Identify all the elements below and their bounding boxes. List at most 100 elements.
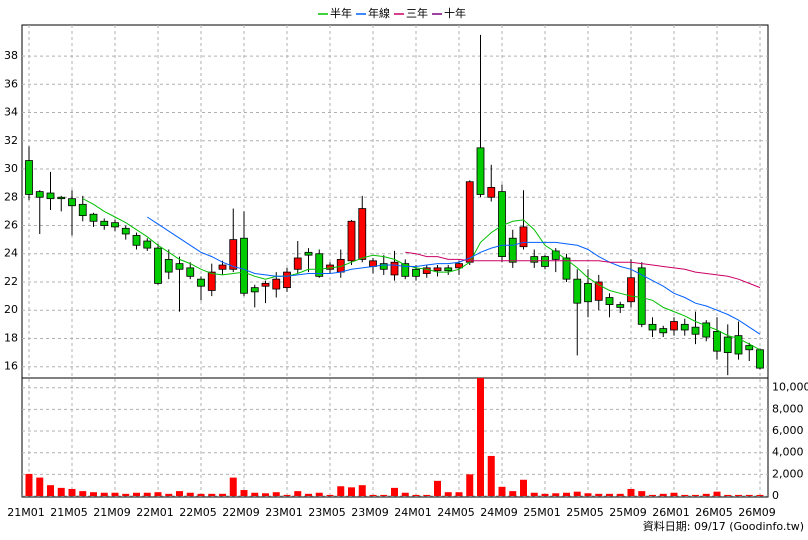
candle-body xyxy=(46,192,55,200)
candle-body xyxy=(519,226,528,248)
candle-body xyxy=(369,260,377,267)
candle-body xyxy=(605,297,614,305)
candle-body xyxy=(756,349,764,369)
volume-bar xyxy=(90,492,97,496)
x-tick-label: 21M01 xyxy=(7,506,45,519)
candle-body xyxy=(132,234,141,246)
volume-bar xyxy=(165,493,173,496)
volume-bar xyxy=(326,494,334,496)
volume-bar xyxy=(79,491,87,496)
candle-body xyxy=(78,203,87,217)
volume-bar xyxy=(487,455,495,496)
candle-body xyxy=(691,326,700,335)
y-tick-label: 16 xyxy=(4,360,18,373)
candle-body xyxy=(508,237,517,263)
legend-label: 三年 xyxy=(406,6,428,20)
x-tick-label: 24M05 xyxy=(437,506,475,519)
candle-body xyxy=(412,268,420,277)
candle-body xyxy=(616,304,625,308)
volume-bar xyxy=(735,494,742,496)
candle-body xyxy=(444,267,453,272)
candle-body xyxy=(562,257,571,280)
volume-bar xyxy=(305,493,312,496)
candle-body xyxy=(594,281,603,301)
candle-body xyxy=(283,271,291,289)
candle-body xyxy=(240,237,248,294)
candle-body xyxy=(670,321,678,331)
y-tick-label: 34 xyxy=(4,106,18,119)
candle-body xyxy=(111,222,119,228)
candle-body xyxy=(379,263,388,270)
volume-bar xyxy=(283,494,291,496)
x-tick-label: 21M05 xyxy=(50,506,88,519)
y2-tick-label: 0 xyxy=(772,489,779,502)
volume-bar xyxy=(122,493,130,496)
volume-bar xyxy=(25,473,33,496)
y-tick-label: 36 xyxy=(4,77,18,90)
candle-body xyxy=(175,263,184,270)
x-tick-label: 26M01 xyxy=(652,506,690,519)
volume-bar xyxy=(563,492,570,496)
volume-bar xyxy=(262,493,269,496)
volume-bar xyxy=(616,493,624,496)
x-tick-label: 23M09 xyxy=(351,506,389,519)
candle-body xyxy=(390,261,399,276)
volume-bar xyxy=(520,479,527,496)
volume-bar xyxy=(337,486,345,496)
volume-bar xyxy=(541,493,549,496)
volume-bar xyxy=(659,493,667,496)
volume-bar xyxy=(498,486,506,496)
candle-body xyxy=(304,251,313,256)
candle-body xyxy=(100,220,109,226)
volume-bar xyxy=(552,493,560,496)
volume-bar xyxy=(229,477,237,496)
volume-bar xyxy=(369,494,377,496)
x-tick-label: 22M09 xyxy=(222,506,260,519)
y-tick-label: 28 xyxy=(4,190,18,203)
candle-body xyxy=(541,256,549,267)
legend-label: 十年 xyxy=(444,6,466,20)
volume-bar xyxy=(638,491,646,496)
candle-body xyxy=(218,264,227,270)
volume-bar xyxy=(143,492,151,496)
x-tick-label: 21M09 xyxy=(93,506,131,519)
candle-body xyxy=(723,336,732,353)
ma-line xyxy=(147,216,761,335)
ma-line xyxy=(82,198,761,351)
volume-bar xyxy=(272,492,280,496)
candle-body xyxy=(584,282,592,303)
volume-bar xyxy=(466,474,474,496)
volume-bar xyxy=(530,492,538,496)
volume-bar xyxy=(68,488,76,496)
x-tick-label: 22M05 xyxy=(179,506,217,519)
candle-body xyxy=(293,257,302,270)
x-tick-label: 26M09 xyxy=(738,506,776,519)
volume-bar xyxy=(681,494,689,496)
x-tick-label: 23M05 xyxy=(308,506,346,519)
candle-body xyxy=(347,220,356,262)
volume-bar xyxy=(509,491,517,496)
x-tick-label: 26M05 xyxy=(695,506,733,519)
volume-bar xyxy=(606,493,613,496)
volume-bar xyxy=(434,480,441,496)
y-tick-label: 26 xyxy=(4,219,18,232)
volume-bar xyxy=(251,492,259,496)
candle-body xyxy=(702,322,711,338)
volume-bar xyxy=(444,492,452,496)
candle-body xyxy=(272,278,281,290)
candle-body xyxy=(637,267,646,325)
volume-bar xyxy=(670,492,678,496)
y-tick-label: 22 xyxy=(4,275,18,288)
volume-bar xyxy=(627,488,635,496)
volume-bar xyxy=(401,492,409,496)
candle-body xyxy=(680,323,689,331)
volume-bar xyxy=(219,493,226,496)
legend-label: 半年 xyxy=(330,6,352,20)
candle-body xyxy=(197,278,205,287)
volume-bar xyxy=(208,493,216,496)
volume-bar xyxy=(724,494,732,496)
volume-bar xyxy=(348,487,355,496)
candle-body xyxy=(734,335,743,355)
candle-body xyxy=(25,160,33,195)
candle-body xyxy=(476,147,485,195)
